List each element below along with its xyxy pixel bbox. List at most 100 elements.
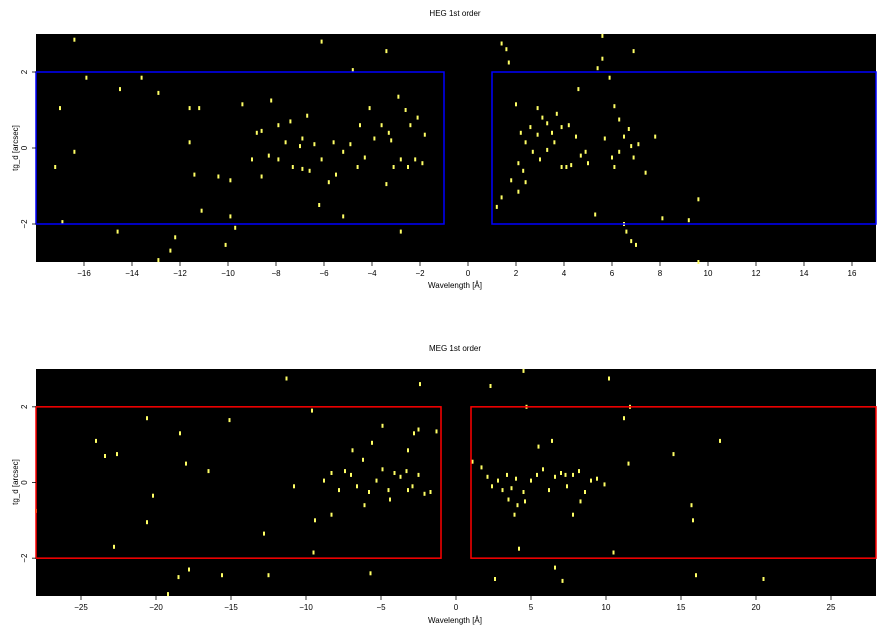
heg-data-point [570,163,573,168]
heg-data-point [632,49,635,54]
heg-data-point [255,130,258,135]
heg-data-point [654,134,657,139]
heg-x-tick-label: 14 [800,269,809,278]
heg-data-point [59,106,61,111]
meg-data-point [518,546,520,551]
heg-x-tick-label: −16 [77,269,91,278]
heg-data-point [687,218,690,223]
heg-data-point [313,142,316,147]
heg-data-point [387,130,390,135]
heg-data-point [289,119,292,124]
heg-data-point [73,149,76,154]
heg-data-point [623,134,625,139]
meg-x-tick-label: 20 [752,603,761,612]
heg-data-point [385,49,388,54]
meg-data-point [368,490,370,494]
meg-data-point [311,408,313,413]
meg-data-point [537,444,540,449]
meg-data-point [596,476,598,481]
heg-data-point [174,235,177,240]
heg-data-point [541,115,544,120]
meg-data-point [489,384,492,388]
meg-data-point [542,467,544,472]
meg-data-point [344,469,346,474]
meg-x-tick-label: 5 [529,603,534,612]
heg-data-point [229,214,232,219]
heg-y-tick-label: −2 [20,219,29,229]
heg-data-point [500,195,503,200]
heg-x-tick-label: 4 [562,269,567,278]
heg-y-ticks: −2 0 2 [20,69,36,229]
meg-data-point [314,518,316,523]
meg-x-tick-label: −10 [299,603,313,612]
meg-data-point [530,478,532,483]
heg-data-point [630,239,633,244]
meg-data-point [411,484,414,489]
meg-data-point [524,499,526,504]
heg-data-point [342,149,345,154]
meg-data-point [116,452,118,457]
heg-plot-area [36,34,876,262]
meg-data-point [363,503,366,508]
meg-data-point [104,454,106,458]
meg-panel: MEG 1st order −25 −20 −15 −10 −5 0 5 10 15 20 25 −… [11,344,877,625]
meg-data-point [506,472,508,477]
heg-data-point [560,125,563,130]
meg-data-point [371,440,373,445]
heg-data-point [359,123,361,128]
heg-data-point [515,102,517,107]
heg-data-point [327,180,330,185]
heg-data-point [335,172,337,177]
heg-data-point [495,204,498,209]
heg-data-point [270,98,273,103]
meg-data-point [486,474,489,479]
heg-data-point [565,165,568,169]
heg-data-point [301,136,304,141]
meg-data-point [578,469,580,474]
meg-data-point [387,488,390,493]
heg-x-tick-label: 10 [704,269,713,278]
meg-y-tick-label: −2 [20,553,29,563]
meg-plot-area [36,369,876,596]
heg-data-point [613,104,616,109]
meg-x-tick-label: 0 [454,603,459,612]
heg-data-point [351,68,354,73]
heg-data-point [229,178,232,183]
heg-data-point [630,144,633,149]
meg-data-point [375,478,378,483]
heg-data-point [611,155,613,160]
heg-data-point [587,161,589,166]
meg-data-point [285,376,288,381]
heg-data-point [697,260,700,264]
meg-data-point [513,512,516,517]
meg-data-point [369,571,372,576]
meg-data-point [389,497,391,502]
meg-data-point [672,452,675,457]
heg-x-tick-label: 12 [752,269,761,278]
meg-points [35,368,765,597]
heg-x-tick-label: −8 [271,269,281,278]
meg-data-point [695,573,697,578]
meg-data-point [719,438,721,443]
meg-data-point [407,488,409,493]
heg-data-point [217,174,220,179]
meg-data-point [515,476,517,481]
heg-data-point [390,138,393,143]
heg-x-tick-label: −4 [367,269,377,278]
heg-y-tick-label: 0 [20,145,29,150]
heg-data-point [661,216,664,221]
meg-data-point [177,575,180,580]
heg-data-point [234,225,237,230]
heg-data-point [54,165,57,169]
meg-data-point [491,484,493,489]
meg-data-point [423,491,426,496]
meg-x-ticks: −25 −20 −15 −10 −5 0 5 10 15 20 25 [74,596,836,612]
meg-data-point [471,459,474,464]
heg-data-point [404,108,407,112]
heg-data-point [73,37,76,42]
heg-data-point [519,130,522,135]
meg-y-tick-label: 2 [20,404,29,409]
meg-data-point [623,416,625,421]
meg-data-point [417,472,420,477]
heg-data-point [553,140,556,145]
